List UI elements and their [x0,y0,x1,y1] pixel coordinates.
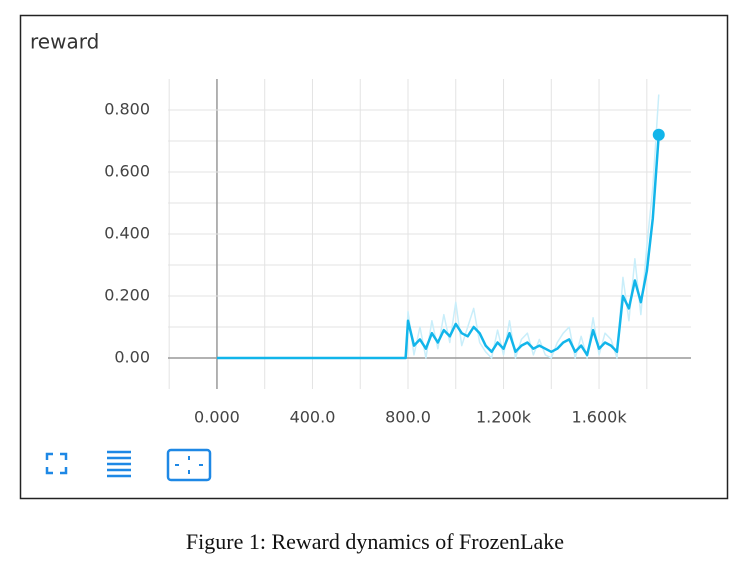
x-tick-label: 800.0 [385,408,431,427]
y-tick-label: 0.600 [104,162,150,181]
x-tick-label: 1.600k [572,408,628,427]
series-line [216,134,661,360]
x-tick-label: 1.200k [476,408,532,427]
fullscreen-button[interactable] [45,452,68,475]
toolbar [45,448,212,482]
x-tick-label: 0.000 [194,408,240,427]
x-tick-label: 400.0 [290,408,336,427]
last-point [652,128,665,141]
y-tick-label: 0.200 [104,286,150,305]
toggle-log-button[interactable] [107,450,131,478]
y-tick-label: 0.00 [114,348,150,367]
plot-area: 0.000 400.0 800.0 1.200k 1.600k 0.00 0.200 0.40… [104,79,691,427]
chart-title: reward [30,30,99,54]
fit-domain-button[interactable] [166,448,212,482]
frame [19,14,729,500]
y-tick-label: 0.800 [104,100,150,119]
y-tick-label: 0.400 [104,224,150,243]
caption: Figure 1: Reward dynamics of FrozenLake [186,529,564,554]
